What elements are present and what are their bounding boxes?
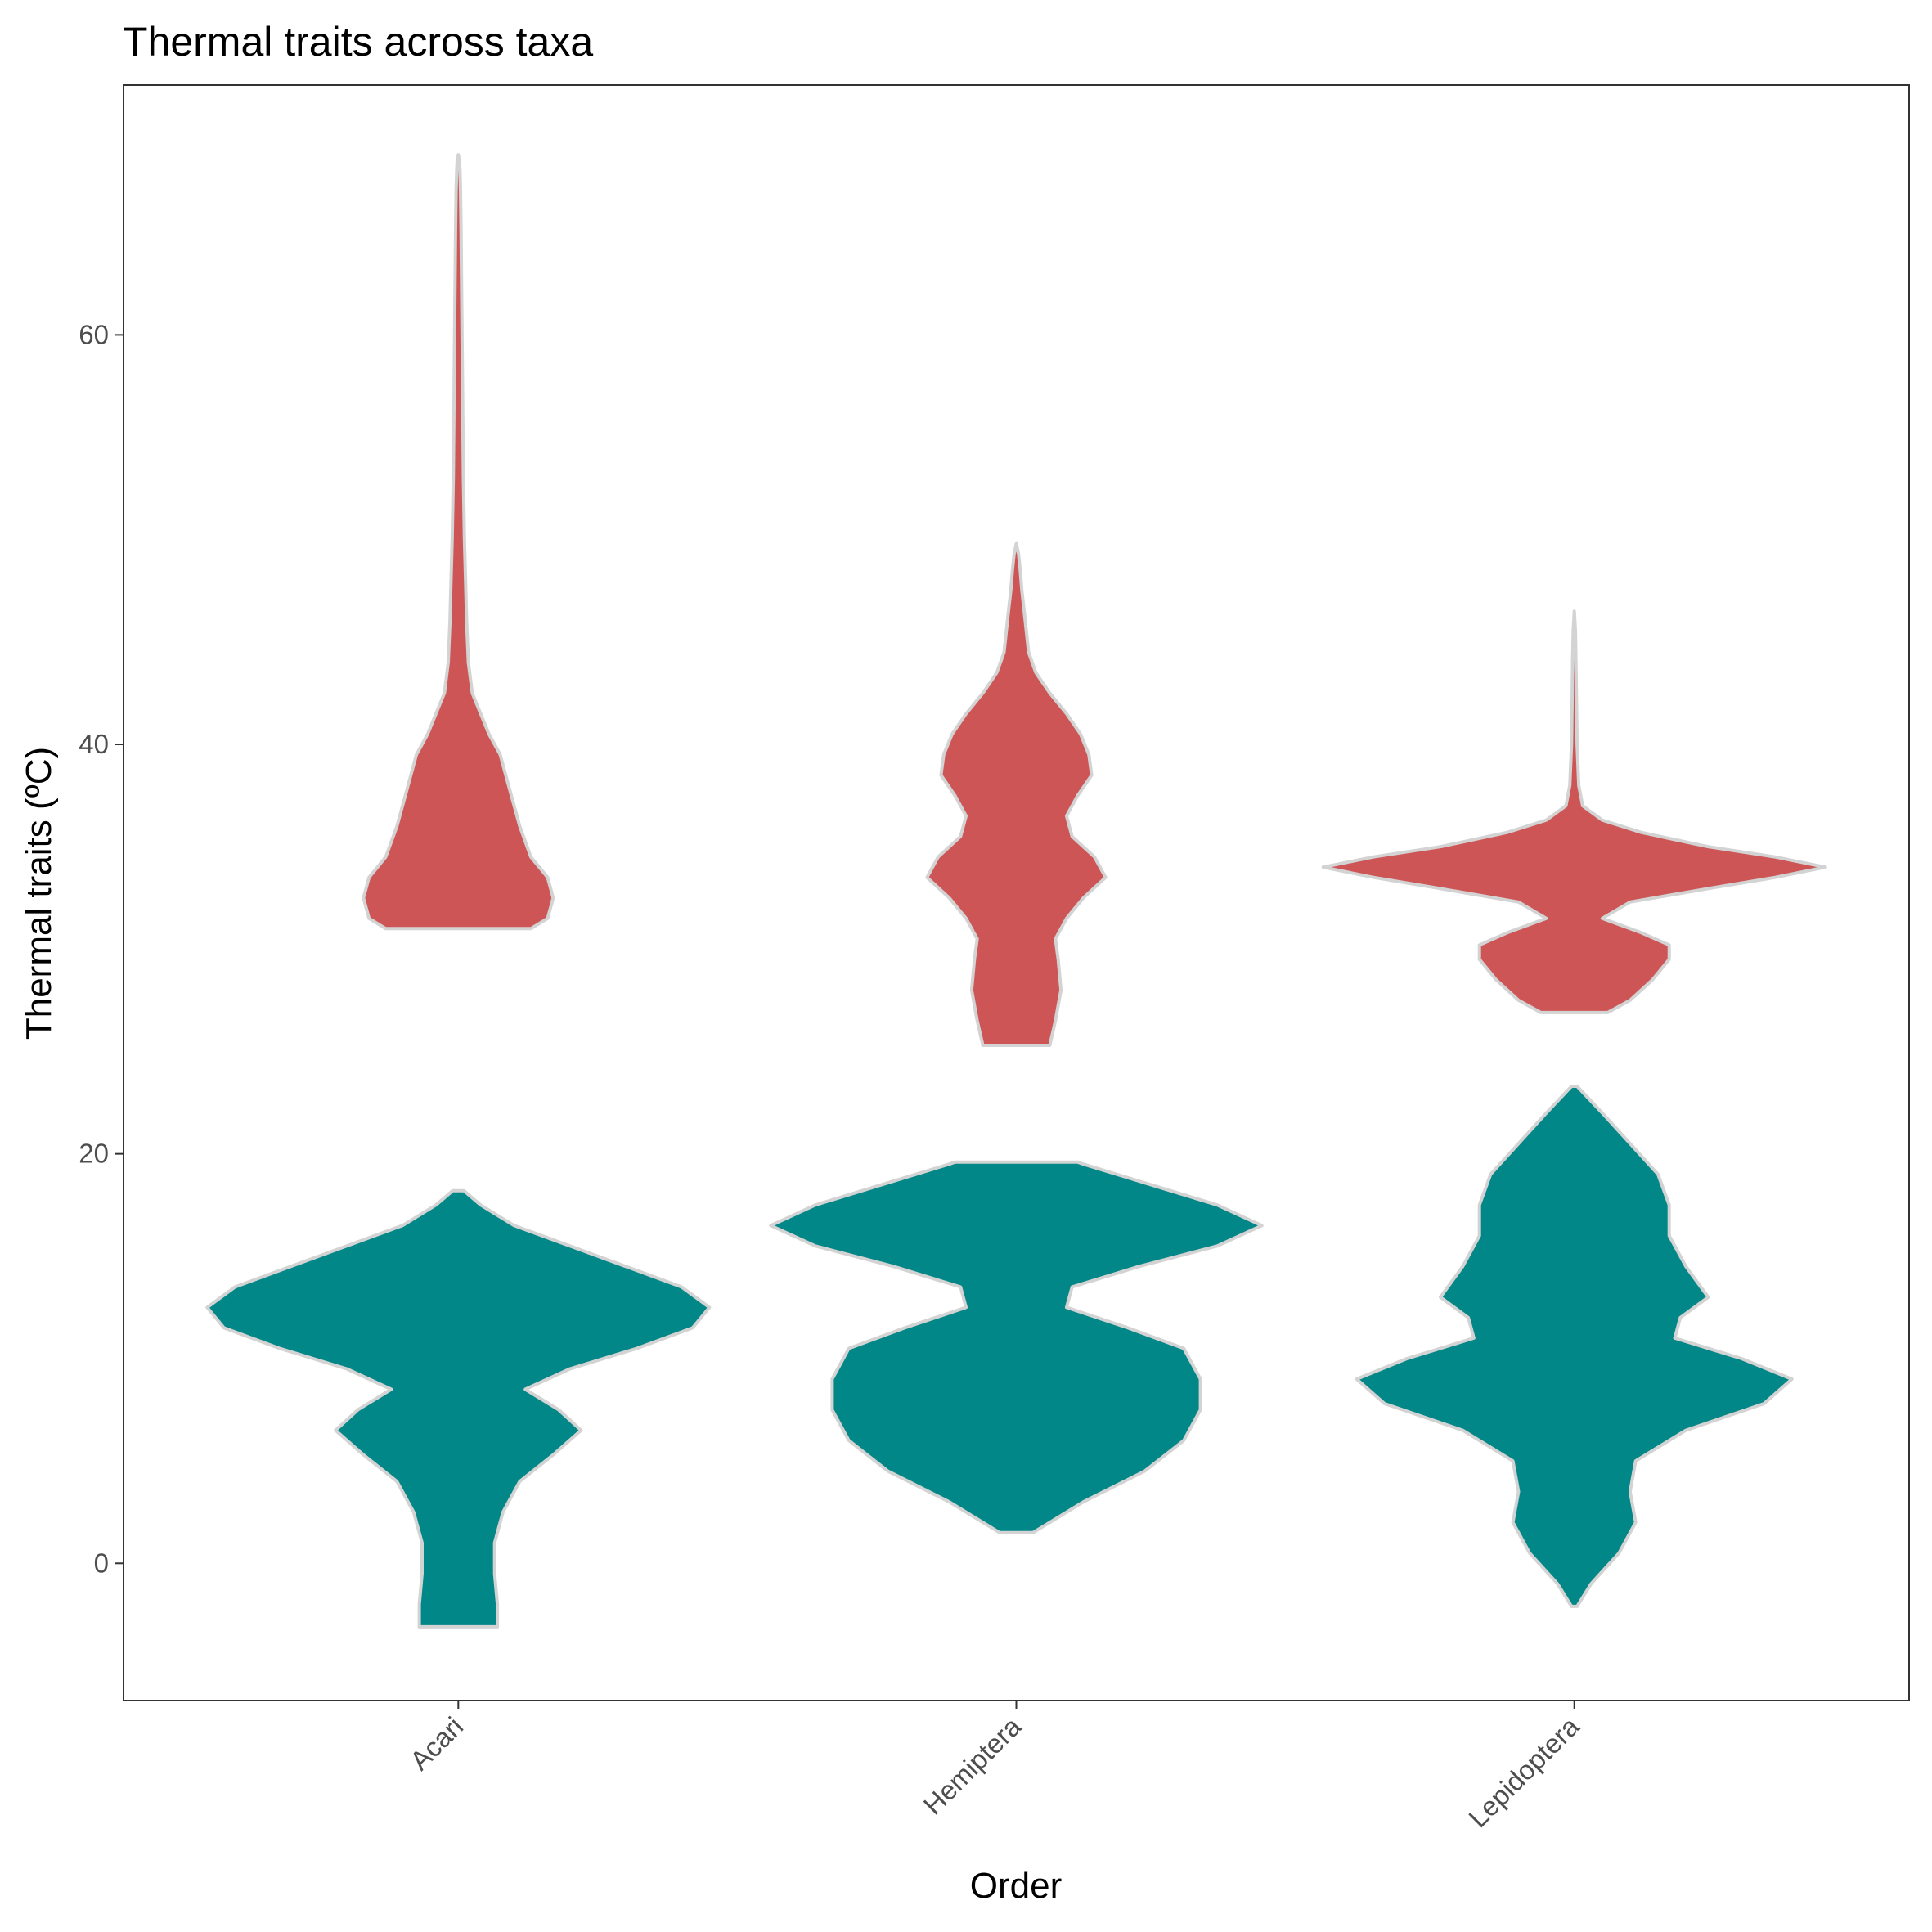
violin-upper-acari [362, 153, 555, 931]
y-axis: 0 20 40 60 [79, 319, 124, 1578]
violin-upper-lepidoptera [1321, 609, 1827, 1014]
violin-upper-hemiptera [925, 541, 1108, 1047]
chart-title: Thermal traits across taxa [123, 19, 593, 65]
y-axis-title: Thermal traits (ºC) [19, 747, 59, 1040]
y-tick-label: 60 [79, 319, 109, 349]
x-tick-label-acari: Acari [404, 1711, 469, 1776]
violin-lower-acari [205, 1188, 712, 1629]
y-tick-label: 40 [79, 729, 109, 759]
x-axis: Acari Hemiptera Lepidoptera [404, 1701, 1585, 1833]
violin-lower-hemiptera [769, 1160, 1264, 1534]
x-tick-label-lepidoptera: Lepidoptera [1462, 1710, 1585, 1833]
y-tick-label: 0 [94, 1548, 109, 1578]
y-tick-label: 20 [79, 1139, 109, 1169]
violin-lower-lepidoptera [1355, 1085, 1794, 1608]
x-tick-label-hemiptera: Hemiptera [918, 1710, 1027, 1820]
x-axis-title: Order [970, 1866, 1062, 1906]
violin-layer [205, 153, 1827, 1629]
